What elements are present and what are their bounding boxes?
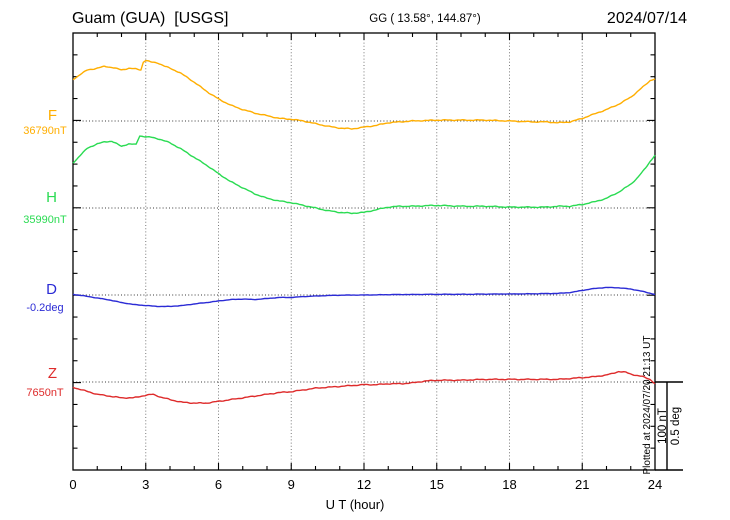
- baseline-dotted-lines: [73, 120, 655, 383]
- x-tick-label: 9: [287, 477, 295, 492]
- channel-baseline-value-f: 36790nT: [23, 125, 67, 137]
- channel-label-d: D: [46, 281, 57, 298]
- x-tick-label: 24: [647, 477, 663, 492]
- x-tick-label: 18: [502, 477, 517, 492]
- channel-label-z: Z: [47, 365, 57, 382]
- z-trace: [72, 370, 656, 404]
- x-tick-label: 3: [142, 477, 150, 492]
- channel-label-f: F: [47, 107, 57, 124]
- x-tick-label: 12: [356, 477, 372, 492]
- channel-baseline-value-z: 7650nT: [26, 387, 64, 399]
- x-tick-label: 6: [214, 477, 223, 492]
- x-tick-label: 21: [575, 477, 590, 492]
- axis-ticks: [73, 33, 655, 470]
- observatory-coordinates: GG ( 13.58°, 144.87°): [369, 13, 481, 25]
- station-title: Guam (GUA) [USGS]: [72, 10, 229, 27]
- scale-bracket: [655, 381, 683, 471]
- h-trace: [72, 135, 656, 215]
- channel-baseline-value-h: 35990nT: [23, 214, 67, 226]
- x-axis-tick-labels: 0 3 6 9 12 15 18 21 24: [0, 477, 730, 493]
- plotted-at-note: Plotted at 2024/07/20 21:13 UT: [642, 335, 653, 475]
- x-axis-title: U T (hour): [325, 497, 385, 512]
- x-tick-label: 0: [69, 477, 77, 492]
- channel-label-h: H: [46, 189, 57, 206]
- plot-date: 2024/07/14: [606, 10, 687, 27]
- d-trace: [72, 286, 656, 308]
- channel-baseline-value-d: -0.2deg: [26, 302, 64, 314]
- x-tick-label: 15: [429, 477, 444, 492]
- vertical-gridlines: [145, 33, 583, 470]
- f-trace: [72, 59, 656, 130]
